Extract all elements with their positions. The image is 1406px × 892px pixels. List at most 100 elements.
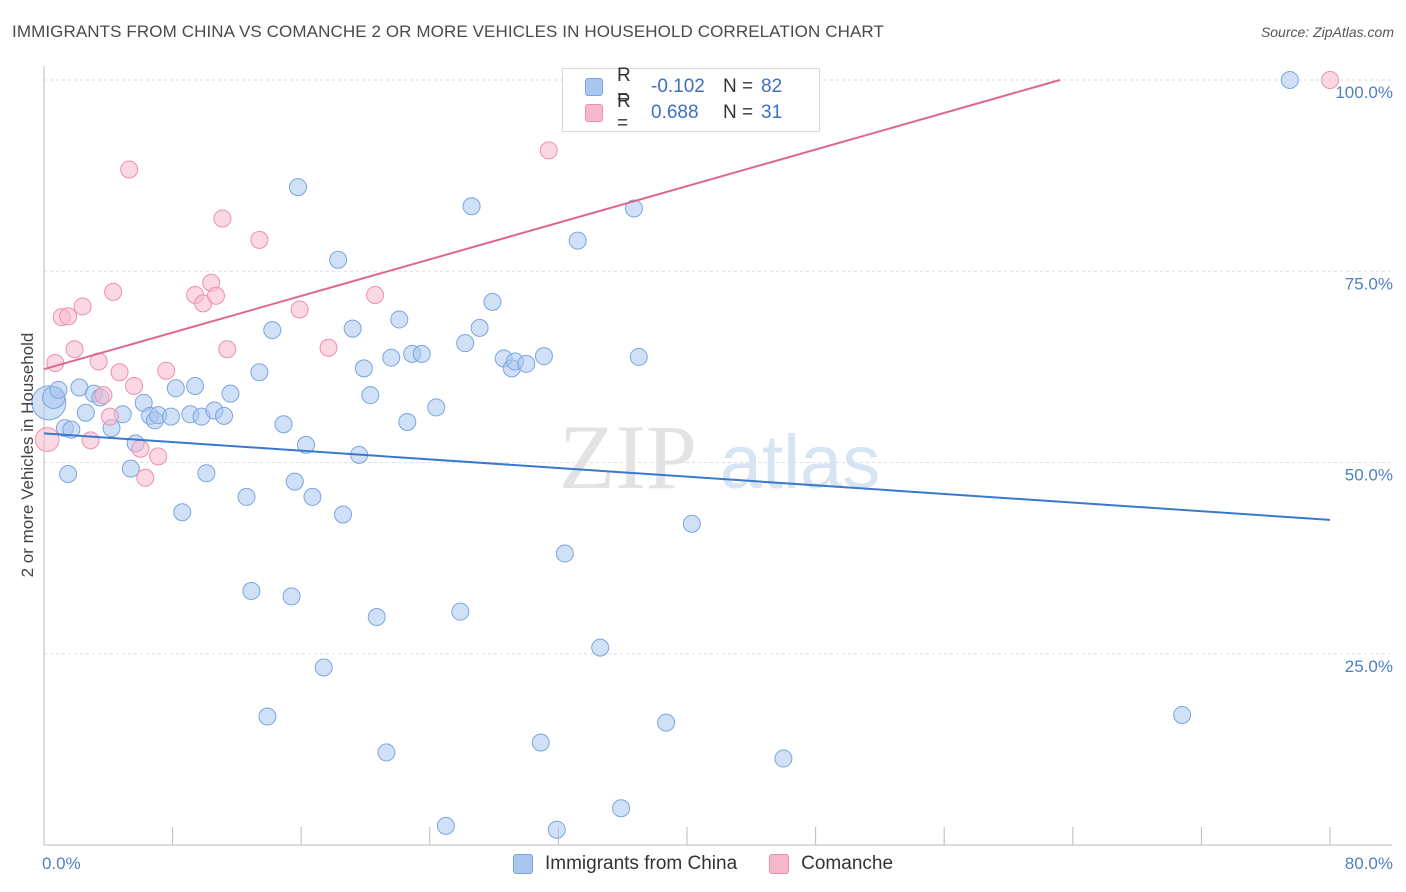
data-point	[547, 820, 566, 839]
data-point	[149, 447, 168, 466]
trend-line-china	[43, 432, 1331, 521]
data-point	[436, 816, 455, 835]
legend-swatch-comanche	[585, 104, 603, 122]
data-point	[354, 359, 373, 378]
data-point	[531, 733, 550, 752]
tick-labels: 25.0% 50.0% 75.0% 100.0% 0.0% 80.0%	[42, 83, 1393, 873]
data-point	[166, 379, 185, 398]
data-point	[612, 799, 631, 818]
data-point	[207, 286, 226, 305]
data-point	[290, 300, 309, 319]
data-point	[555, 544, 574, 563]
source-label: Source: ZipAtlas.com	[1260, 24, 1394, 40]
series-legend: Immigrants from China Comanche	[0, 852, 1406, 876]
data-point	[46, 354, 65, 373]
data-point	[517, 354, 536, 373]
data-point	[263, 321, 282, 340]
data-point	[161, 407, 180, 426]
data-point	[366, 285, 385, 304]
y-axis-label: 2 or more Vehicles in Household	[18, 333, 37, 578]
data-point	[250, 363, 269, 382]
data-point	[412, 344, 431, 363]
data-point	[657, 713, 676, 732]
data-point	[534, 347, 553, 366]
data-point	[303, 487, 322, 506]
data-point	[250, 230, 269, 249]
r-value: 0.688	[651, 102, 699, 123]
data-point	[157, 361, 176, 380]
data-point	[591, 638, 610, 657]
data-point	[451, 602, 470, 621]
data-point	[539, 141, 558, 160]
data-point	[120, 160, 139, 179]
y-tick-label: 100.0%	[1335, 83, 1393, 102]
data-point	[213, 209, 232, 228]
data-point	[73, 297, 92, 316]
r-value: -0.102	[651, 76, 705, 97]
n-label: N =	[723, 76, 754, 97]
data-point	[131, 439, 150, 458]
data-point	[1280, 71, 1299, 89]
legend-swatch-china	[512, 854, 533, 874]
data-point	[49, 380, 68, 399]
data-point	[218, 340, 237, 359]
y-tick-label: 25.0%	[1345, 657, 1393, 676]
data-point	[242, 582, 261, 601]
data-point	[624, 199, 643, 218]
data-point	[462, 197, 481, 216]
data-point	[285, 472, 304, 491]
data-point	[1173, 705, 1192, 724]
data-point	[186, 377, 205, 395]
legend-swatch-comanche	[769, 854, 790, 874]
chart-title: IMMIGRANTS FROM CHINA VS COMANCHE 2 OR M…	[12, 22, 884, 41]
data-point	[333, 505, 352, 524]
data-point	[629, 347, 648, 366]
data-point	[237, 487, 256, 506]
x-tick-label: 80.0%	[1345, 854, 1393, 873]
legend-item-china[interactable]: Immigrants from China	[512, 853, 737, 875]
r-label: R =	[617, 91, 631, 134]
data-point	[125, 377, 144, 395]
stats-legend: R = -0.102 N = 82 R = 0.688 N = 31	[562, 65, 820, 134]
y-tick-label: 75.0%	[1345, 274, 1393, 293]
data-point	[1321, 71, 1339, 89]
watermark: ZIP atlas	[559, 406, 880, 508]
data-point	[76, 403, 95, 422]
data-point	[314, 658, 333, 677]
data-point	[197, 464, 216, 483]
data-point	[221, 384, 240, 403]
legend-swatch-china	[585, 78, 603, 96]
data-point	[136, 468, 155, 487]
data-point	[470, 318, 489, 337]
data-point	[100, 407, 119, 426]
data-point	[382, 348, 401, 367]
data-point	[456, 334, 475, 353]
data-point	[173, 503, 192, 522]
n-value: 82	[761, 76, 783, 97]
legend-label-comanche: Comanche	[801, 853, 894, 874]
x-tick-label: 0.0%	[42, 854, 81, 873]
data-point	[297, 435, 316, 454]
data-point	[361, 386, 380, 405]
y-tick-label: 50.0%	[1345, 466, 1393, 485]
axes	[43, 66, 1392, 846]
data-point	[390, 310, 409, 329]
data-point	[62, 420, 81, 439]
data-point	[483, 292, 502, 311]
data-point	[59, 307, 78, 326]
data-point	[367, 608, 386, 627]
data-point	[343, 319, 362, 338]
data-point	[377, 743, 396, 762]
grid-lines	[44, 79, 1392, 655]
data-point	[398, 412, 417, 431]
data-point	[682, 514, 701, 533]
data-point	[258, 707, 277, 726]
series-immigrants-from-china	[31, 71, 1299, 839]
legend-item-comanche[interactable]: Comanche	[769, 853, 893, 875]
trend-line-comanche	[43, 79, 1061, 371]
data-point	[110, 363, 129, 382]
data-point	[34, 427, 60, 452]
data-point	[329, 250, 348, 269]
data-point	[774, 749, 793, 768]
